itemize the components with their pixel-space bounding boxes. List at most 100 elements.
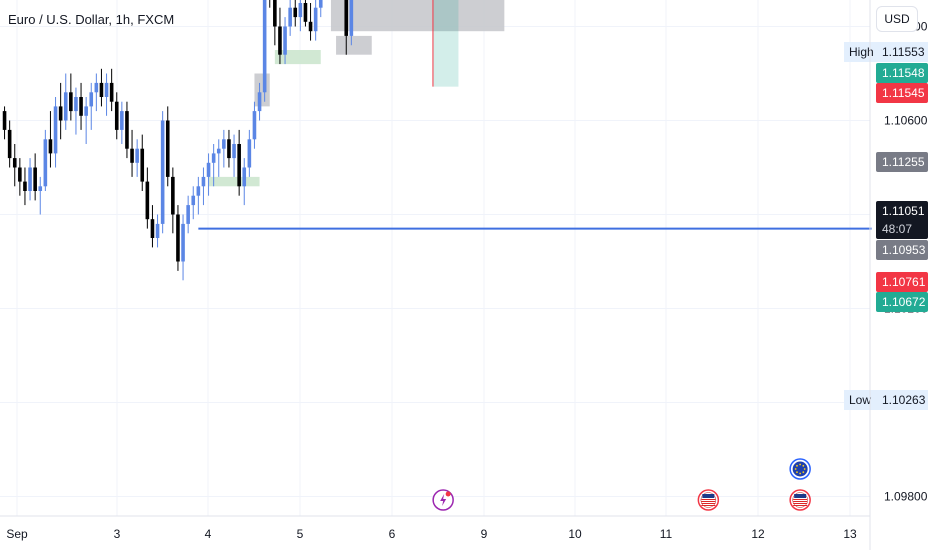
price-axis-tick-label: 1.10600 — [884, 114, 928, 128]
tag-bg — [876, 83, 928, 103]
low-tag: Low 1.10263 — [844, 390, 928, 410]
candle-bull — [283, 17, 287, 65]
candle-bull — [63, 73, 68, 130]
candle-bull — [288, 0, 292, 36]
time-axis-tick-label: 13 — [843, 527, 857, 541]
candle-body — [84, 106, 88, 116]
us-event-icon-1[interactable] — [697, 489, 720, 511]
candle-body — [308, 21, 313, 32]
horizontal-lines[interactable] — [0, 0, 872, 230]
candle-body — [99, 82, 104, 97]
take-profit-zone[interactable] — [432, 0, 459, 87]
candle-bull — [252, 101, 257, 149]
eu-star — [794, 468, 797, 470]
candle-bull — [135, 139, 139, 177]
candle-bear — [150, 205, 155, 248]
candle-bull — [232, 134, 236, 177]
candle-body — [211, 153, 216, 163]
currency-button[interactable]: USD — [876, 6, 918, 32]
candle-bear — [165, 106, 170, 187]
candle-body — [262, 0, 267, 93]
candle-body — [7, 129, 12, 159]
candle-bear — [7, 120, 12, 168]
candle-body — [58, 106, 63, 121]
tag-value: 1.10263 — [882, 393, 926, 407]
tag-bg — [844, 42, 928, 62]
us-stripe — [701, 505, 716, 506]
candle-bear — [344, 0, 349, 55]
candle-bear — [18, 158, 22, 196]
candle-bear — [109, 68, 114, 112]
candle-body — [252, 111, 257, 140]
candle-body — [201, 176, 206, 187]
candle-bull — [94, 73, 99, 112]
candle-body — [171, 176, 175, 215]
eu-event-icon[interactable] — [789, 458, 811, 480]
candle-bear — [278, 7, 282, 65]
candle-bull — [318, 0, 323, 18]
candle-body — [313, 7, 318, 32]
candle-body — [303, 3, 308, 22]
candle-bull — [53, 97, 58, 168]
us-event-icon-2[interactable] — [789, 489, 811, 511]
candle-bear — [99, 68, 104, 107]
tag-bg — [876, 201, 928, 239]
candle-body — [257, 92, 262, 112]
candle-bear — [140, 134, 145, 191]
candle-bull — [38, 176, 43, 215]
us-stripe — [793, 505, 808, 506]
candle-body — [155, 223, 160, 238]
short-position-tool[interactable] — [432, 0, 459, 87]
candle-body — [288, 7, 292, 27]
us-stripe — [793, 501, 808, 502]
candle-body — [181, 223, 185, 262]
candle-bull — [349, 0, 354, 46]
candle-bear — [303, 0, 308, 27]
candle-bull — [313, 0, 318, 41]
eu-star — [796, 464, 798, 467]
candle-bull — [257, 82, 262, 121]
candle-body — [196, 186, 201, 196]
eu-star — [796, 471, 798, 474]
candle-bull — [201, 167, 206, 206]
us-canton — [794, 494, 807, 498]
candle-body — [293, 7, 298, 18]
candle-bull — [104, 73, 109, 116]
candle-bull — [216, 139, 221, 177]
candle-bull — [120, 101, 124, 144]
tag-value: 1.11553 — [882, 45, 925, 59]
candle-body — [222, 139, 226, 149]
high-tag: High 1.11553 — [844, 42, 928, 62]
time-axis-tick-label: 5 — [297, 527, 304, 541]
us-stripe — [793, 503, 808, 504]
us-stripe — [701, 503, 716, 504]
candle-body — [114, 101, 119, 130]
time-axis-tick-label: 12 — [751, 527, 765, 541]
time-axis[interactable]: Sep 3 4 5 6 9 10 11 12 13 — [0, 0, 871, 550]
candle-body — [2, 111, 7, 130]
candle-bear — [125, 101, 129, 159]
candle-body — [349, 0, 354, 36]
flash-event-icon[interactable] — [432, 489, 454, 511]
candle-bull — [28, 158, 32, 201]
candle-body — [318, 0, 323, 8]
candle-bear — [293, 0, 298, 27]
event-markers[interactable] — [432, 458, 811, 511]
eu-star — [799, 472, 802, 475]
candle-body — [38, 186, 43, 191]
candle-bull — [196, 176, 201, 215]
candle-bear — [23, 167, 27, 206]
time-axis-tick-label: 3 — [114, 527, 121, 541]
tag-bg — [876, 152, 928, 172]
candle-bull — [242, 158, 247, 206]
candle-body — [165, 120, 170, 177]
candle-body — [298, 3, 303, 18]
candle-body — [135, 148, 139, 163]
candle-body — [242, 167, 247, 187]
candle-body — [186, 205, 190, 224]
candle-bull — [298, 0, 303, 32]
zone-rect — [254, 73, 270, 107]
candle-body — [28, 167, 32, 191]
us-stripe — [701, 499, 716, 500]
